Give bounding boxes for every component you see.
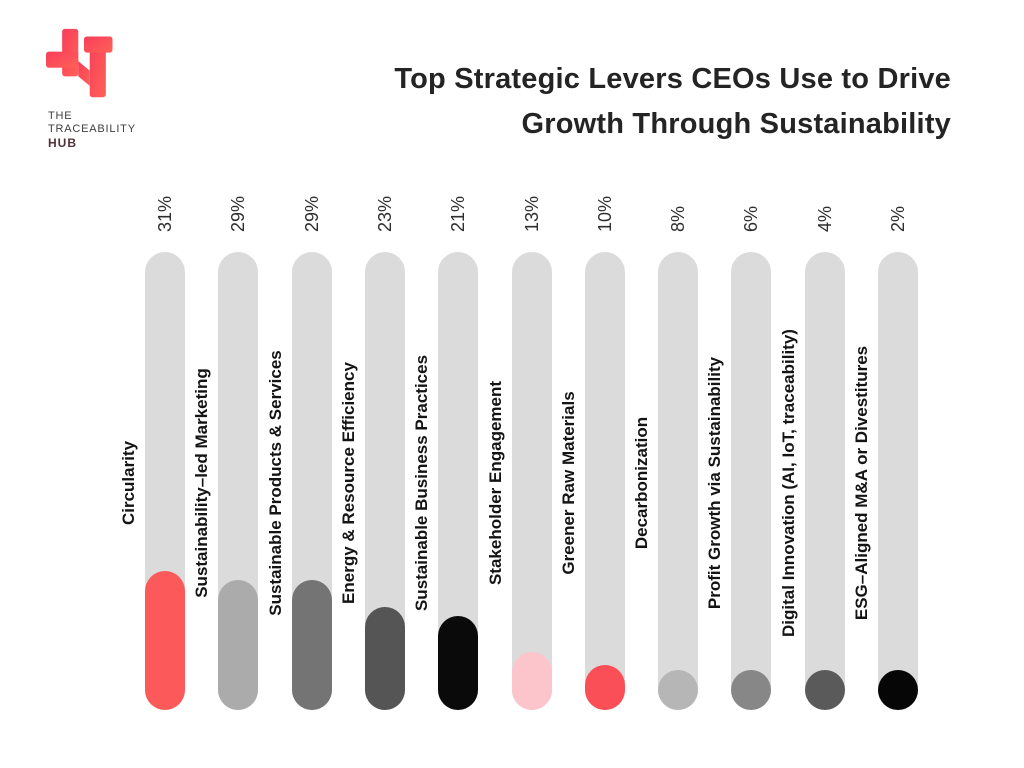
bar-value-label: 21%: [448, 195, 469, 232]
bar-value-label: 31%: [155, 195, 175, 232]
bar-category-label: Digital Innovation (AI, IoT, traceabilit…: [778, 329, 798, 637]
bar-category-label: Circularity: [119, 440, 138, 526]
logo-line-hub: HUB: [48, 136, 77, 150]
bar-value-label: 29%: [301, 195, 322, 232]
logo-line-the: THE: [48, 110, 73, 122]
bar-track: [511, 252, 552, 710]
bar-category-label: ESG–Aligned M&A or Divestitures: [852, 345, 871, 621]
bar-fill: [804, 670, 845, 710]
title-line-2: Growth Through Sustainability: [521, 108, 951, 140]
bar-category-label: Energy & Resource Efficiency: [338, 362, 358, 604]
bar-value-label: 6%: [741, 205, 762, 232]
bar-category-label: Greener Raw Materials: [558, 391, 578, 575]
title-line-1: Top Strategic Levers CEOs Use to Drive: [394, 63, 951, 95]
logo-line-traceability: TRACEABILITY: [48, 123, 136, 135]
bar-fill: [364, 606, 405, 710]
page-title: Top Strategic Levers CEOs Use to Drive G…: [394, 57, 951, 147]
bar-track: [731, 252, 772, 710]
bar-fill: [511, 651, 552, 710]
bar-fill: [218, 579, 259, 710]
bar-value-label: 10%: [594, 195, 615, 232]
bar-category-label: Decarbonization: [632, 416, 652, 550]
bar-category-label: Stakeholder Engagement: [485, 380, 505, 586]
bar-track: [878, 252, 918, 710]
bar-value-label: 4%: [814, 205, 835, 232]
bar-fill: [731, 670, 772, 710]
bar-category-label: Sustainability–led Marketing: [192, 368, 212, 598]
bar-track: [658, 252, 699, 710]
bar-category-label: Profit Growth via Sustainability: [705, 356, 725, 610]
traceability-hub-logo-icon: [46, 28, 113, 98]
bar-fill: [291, 579, 332, 710]
bar-category-label: Sustainable Products & Services: [265, 350, 285, 616]
bar-fill: [658, 670, 699, 710]
logo-text: THE TRACEABILITY HUB: [48, 110, 184, 150]
bar-track: [584, 252, 625, 710]
bar-value-label: 2%: [888, 205, 908, 232]
bar-value-label: 23%: [374, 195, 395, 232]
bar-value-label: 29%: [228, 195, 249, 232]
bar-fill: [584, 665, 625, 710]
bar-track: [804, 252, 845, 710]
logo: THE TRACEABILITY HUB: [44, 28, 184, 150]
bar-value-label: 13%: [521, 195, 542, 232]
bar-fill: [145, 570, 185, 710]
bar-value-label: 8%: [668, 205, 689, 232]
bar-category-label: Sustainable Business Practices: [412, 354, 432, 612]
bar-fill: [438, 615, 479, 710]
bar-fill: [878, 670, 918, 710]
